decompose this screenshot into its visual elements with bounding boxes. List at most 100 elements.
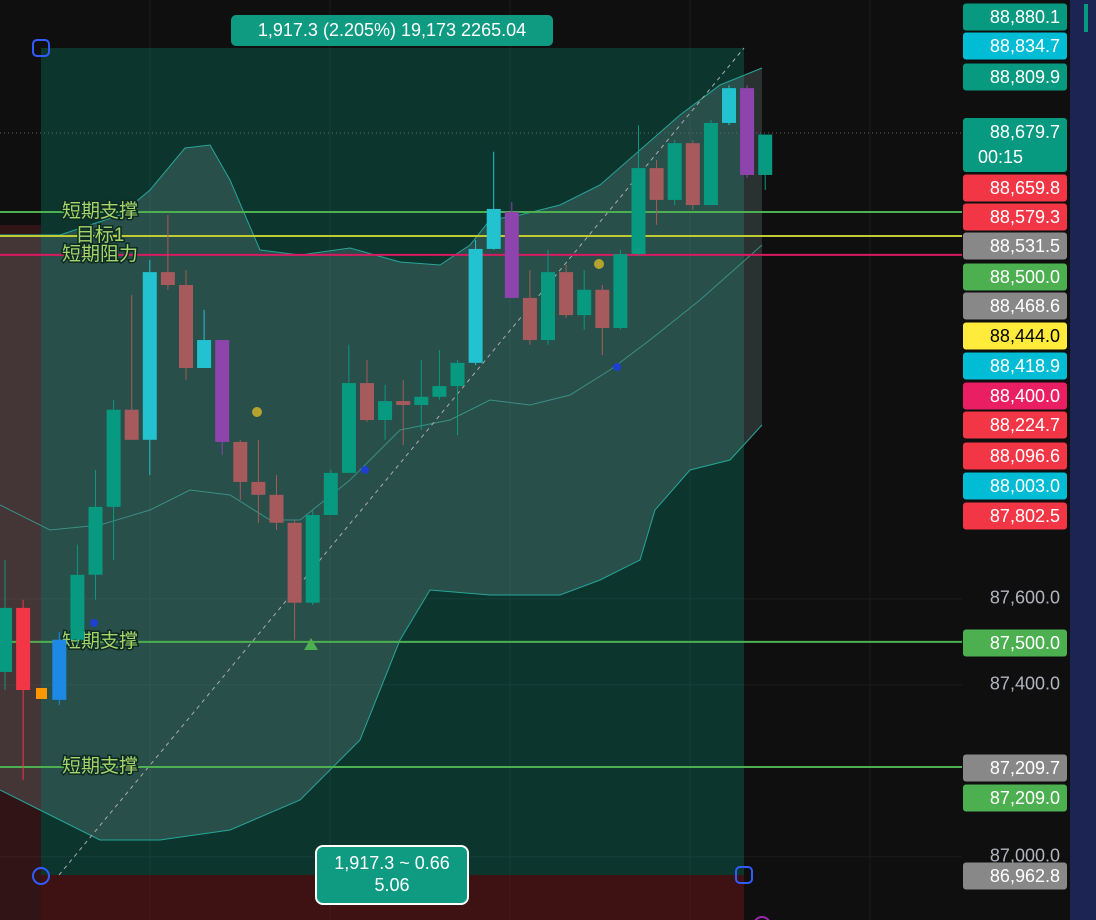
candle-body bbox=[504, 211, 519, 298]
candle-body bbox=[414, 396, 429, 405]
candle-body bbox=[160, 272, 175, 286]
candle-body bbox=[124, 409, 139, 440]
price-label: 88,531.5 bbox=[990, 236, 1060, 256]
price-label: 88,679.7 bbox=[990, 122, 1060, 142]
candle-body bbox=[16, 607, 31, 690]
price-label: 87,209.0 bbox=[990, 788, 1060, 808]
price-label-box bbox=[963, 784, 1067, 812]
price-label: 88,400.0 bbox=[990, 386, 1060, 406]
candle-body bbox=[52, 639, 67, 700]
candle-body bbox=[432, 386, 447, 397]
strip-marker bbox=[1084, 4, 1088, 32]
candle-body bbox=[468, 248, 483, 363]
signal-triangle bbox=[304, 638, 318, 650]
candle-body bbox=[341, 383, 356, 473]
price-label: 88,500.0 bbox=[990, 267, 1060, 287]
countdown: 00:15 bbox=[978, 147, 1023, 167]
candle-body bbox=[667, 143, 682, 200]
handle[interactable] bbox=[32, 39, 50, 57]
left-shade bbox=[0, 225, 41, 920]
measure-bottom: 1,917.3 ~ 0.66 bbox=[334, 853, 450, 873]
price-label-box bbox=[963, 382, 1067, 410]
price-label: 88,418.9 bbox=[990, 356, 1060, 376]
candle-body bbox=[233, 441, 248, 482]
candle-body bbox=[396, 401, 411, 405]
price-label-box bbox=[963, 32, 1067, 60]
y-tick-label: 87,400.0 bbox=[990, 674, 1060, 694]
measure-diagonal bbox=[58, 47, 745, 876]
price-label-box bbox=[963, 174, 1067, 202]
price-label-box bbox=[963, 322, 1067, 350]
candle-body bbox=[287, 522, 302, 603]
measure-box bbox=[41, 48, 744, 875]
candle-body bbox=[595, 289, 610, 329]
candles bbox=[0, 85, 773, 780]
level-label: 目标1 bbox=[76, 224, 125, 246]
price-label: 86,962.8 bbox=[990, 866, 1060, 886]
candle-body bbox=[703, 122, 718, 206]
price-label: 88,659.8 bbox=[990, 178, 1060, 198]
handle[interactable] bbox=[32, 867, 50, 885]
candle-body bbox=[722, 88, 736, 123]
candle-body bbox=[577, 289, 592, 316]
price-label-box bbox=[963, 118, 1067, 172]
band-upper bbox=[0, 67, 763, 266]
price-label: 88,834.7 bbox=[990, 36, 1060, 56]
candle-body bbox=[88, 506, 103, 575]
measure-bottom-box bbox=[315, 845, 469, 905]
price-label-box bbox=[963, 754, 1067, 782]
level-label: 短期支撑 bbox=[62, 755, 138, 777]
price-label: 88,224.7 bbox=[990, 415, 1060, 435]
signal-dot bbox=[613, 363, 621, 371]
price-label: 88,096.6 bbox=[990, 446, 1060, 466]
candle-body bbox=[758, 134, 773, 175]
candle-body bbox=[106, 409, 121, 507]
band-fill bbox=[0, 68, 762, 840]
candle-body bbox=[522, 297, 537, 341]
handle[interactable] bbox=[735, 866, 753, 884]
price-label: 88,880.1 bbox=[990, 7, 1060, 27]
candle-body bbox=[251, 481, 266, 495]
candle-body bbox=[613, 254, 628, 329]
measure-top: 1,917.3 (2.205%) 19,173 2265.04 bbox=[258, 20, 526, 40]
signal-dot bbox=[594, 259, 604, 269]
candle-body bbox=[559, 272, 574, 316]
grid bbox=[0, 598, 962, 858]
candle-body bbox=[179, 285, 193, 368]
y-tick-label: 87,600.0 bbox=[990, 588, 1060, 608]
price-label-box bbox=[963, 472, 1067, 500]
candle-body bbox=[450, 362, 465, 387]
candle-body bbox=[215, 340, 230, 442]
candle-body bbox=[649, 168, 664, 200]
candle-body bbox=[360, 383, 374, 421]
candle-body bbox=[486, 208, 501, 249]
signal-dot bbox=[361, 466, 369, 474]
price-label-box bbox=[963, 3, 1067, 31]
candle-body bbox=[70, 574, 85, 640]
price-label-box bbox=[963, 502, 1067, 530]
price-label-box bbox=[963, 352, 1067, 380]
price-label-box bbox=[963, 292, 1067, 320]
price-label: 87,802.5 bbox=[990, 506, 1060, 526]
price-label-box bbox=[963, 263, 1067, 291]
candle-body bbox=[269, 494, 284, 523]
price-label-box bbox=[963, 629, 1067, 657]
candle-body bbox=[305, 515, 320, 603]
price-label: 88,579.3 bbox=[990, 207, 1060, 227]
candle-body bbox=[378, 401, 393, 421]
candle-body bbox=[740, 88, 755, 175]
level-label: 短期支撑 bbox=[62, 200, 138, 222]
price-label: 87,500.0 bbox=[990, 633, 1060, 653]
signal-square bbox=[36, 688, 47, 699]
handle bbox=[754, 916, 770, 920]
y-tick-label: 87,000.0 bbox=[990, 846, 1060, 866]
band-lower bbox=[0, 424, 763, 841]
price-label-box bbox=[963, 862, 1067, 890]
candle-body bbox=[541, 272, 555, 341]
measure-top-box bbox=[231, 15, 553, 46]
price-label: 87,209.7 bbox=[990, 758, 1060, 778]
signal-dot bbox=[90, 619, 98, 627]
candle-body bbox=[685, 143, 700, 206]
